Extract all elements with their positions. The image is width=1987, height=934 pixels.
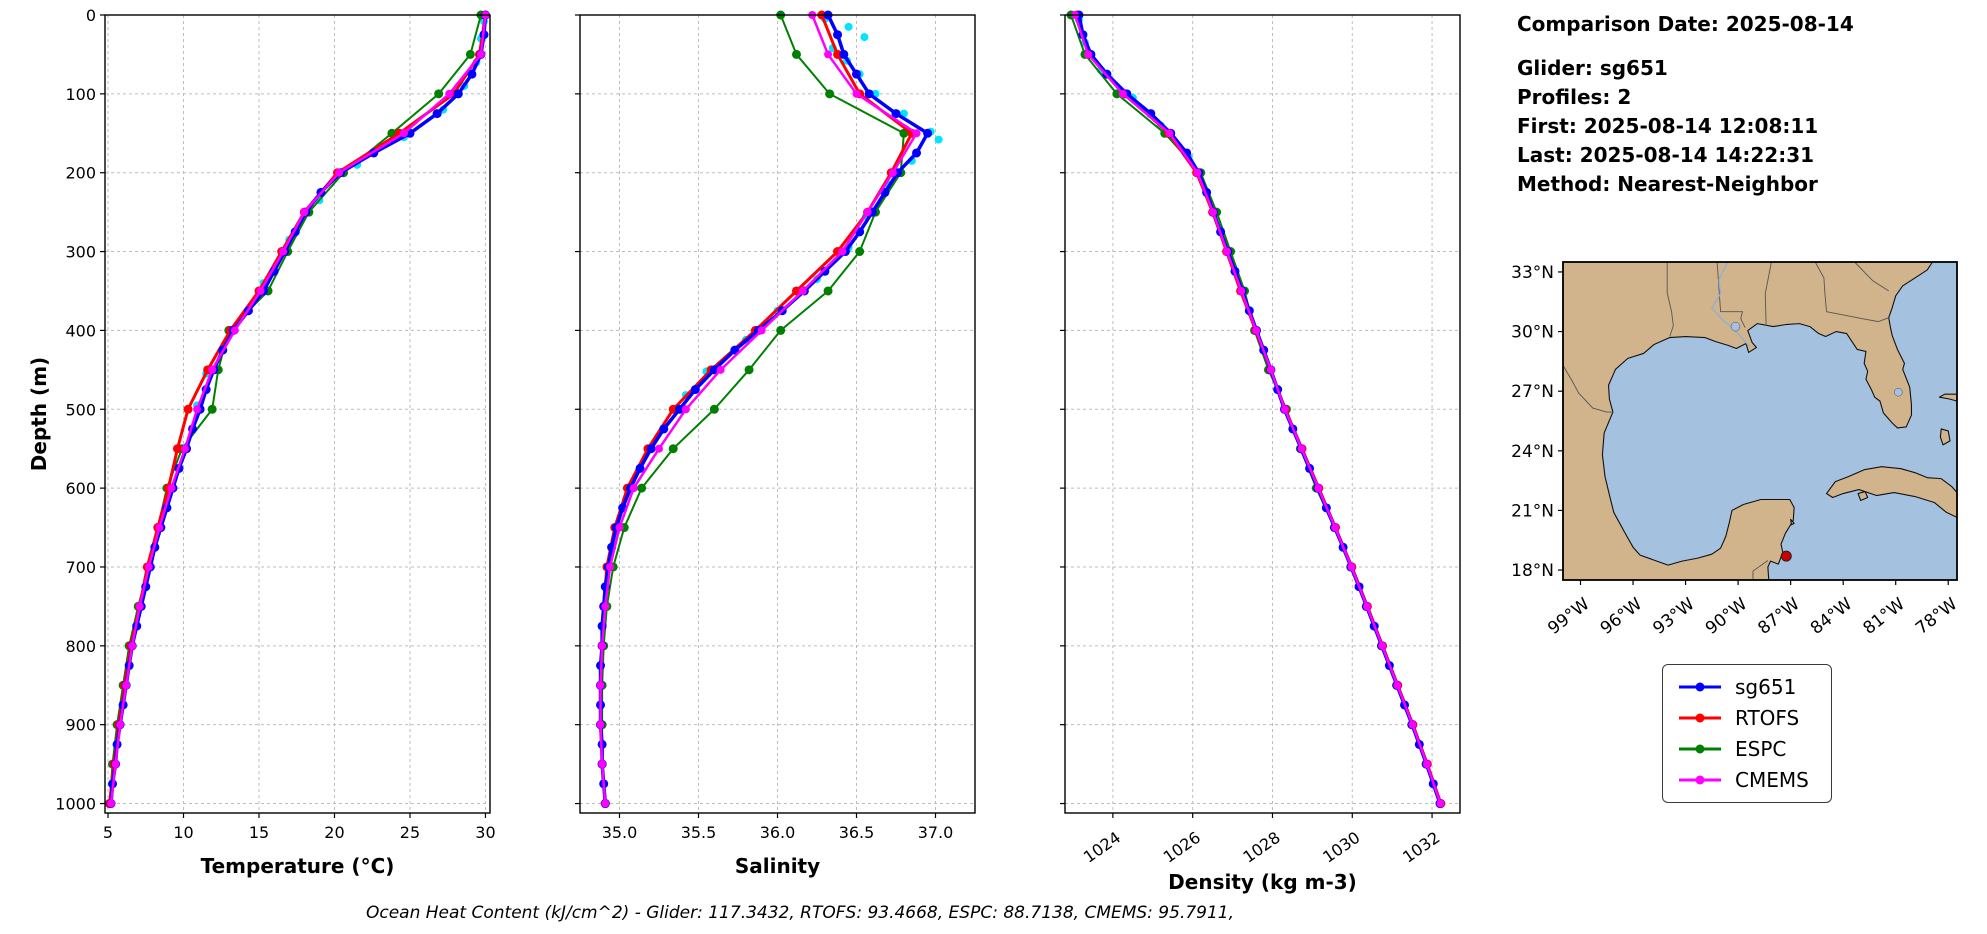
y-axis-label: Depth (m) — [27, 357, 51, 471]
svg-text:27°N: 27°N — [1511, 382, 1554, 402]
svg-text:700: 700 — [65, 558, 96, 577]
svg-text:900: 900 — [65, 716, 96, 735]
series-ESPC — [1066, 10, 1445, 809]
svg-text:800: 800 — [65, 637, 96, 656]
series-ESPC — [597, 10, 909, 809]
comparison-info-panel: Comparison Date: 2025-08-14 Glider: sg65… — [1517, 10, 1854, 199]
x-axis-label: Salinity — [735, 854, 820, 878]
svg-text:200: 200 — [65, 164, 96, 183]
svg-text:99°W: 99°W — [1544, 594, 1593, 639]
comparison-date-text: Comparison Date: 2025-08-14 — [1517, 12, 1854, 36]
legend-entry-CMEMS: CMEMS — [1677, 768, 1809, 792]
svg-text:18°N: 18°N — [1511, 561, 1554, 581]
map-border — [1562, 261, 1958, 581]
svg-text:600: 600 — [65, 479, 96, 498]
x-axis-label: Temperature (°C) — [201, 854, 395, 878]
svg-text:21°N: 21°N — [1511, 501, 1554, 521]
method-text: Method: Nearest-Neighbor — [1517, 172, 1818, 196]
svg-text:36.0: 36.0 — [760, 823, 796, 842]
legend-label: RTOFS — [1735, 706, 1800, 730]
svg-text:1000: 1000 — [55, 795, 96, 814]
svg-text:78°W: 78°W — [1912, 594, 1961, 639]
x-axis: 35.0 35.5 36.0 36.5 37.0 — [602, 813, 954, 842]
last-profile-time-text: Last: 2025-08-14 14:22:31 — [1517, 143, 1815, 167]
legend-entry-sg651: sg651 — [1677, 675, 1809, 699]
legend-swatch — [1679, 744, 1721, 754]
svg-text:1028: 1028 — [1240, 828, 1284, 867]
svg-text:93°W: 93°W — [1649, 594, 1698, 639]
svg-text:35.0: 35.0 — [602, 823, 638, 842]
state-country-borders — [1562, 261, 1889, 580]
svg-text:0: 0 — [86, 6, 96, 25]
glider-location-marker — [1780, 550, 1792, 562]
svg-text:500: 500 — [65, 400, 96, 419]
series-CMEMS — [596, 11, 921, 808]
svg-text:100: 100 — [65, 85, 96, 104]
legend: sg651 RTOFS ESPC CMEMS — [1662, 664, 1832, 803]
legend-label: CMEMS — [1735, 768, 1809, 792]
gridlines — [580, 14, 975, 813]
svg-text:300: 300 — [65, 243, 96, 262]
svg-text:30°N: 30°N — [1511, 323, 1554, 343]
svg-text:1032: 1032 — [1399, 828, 1443, 867]
legend-swatch — [1679, 775, 1721, 785]
density-profile-chart: 1024 1026 1028 1030 1032 Density (kg m-3) — [1060, 10, 1461, 894]
svg-text:30: 30 — [475, 823, 495, 842]
svg-text:36.5: 36.5 — [839, 823, 875, 842]
x-axis: 5 10 15 20 25 30 — [103, 813, 496, 842]
x-axis-label: Density (kg m-3) — [1168, 870, 1357, 894]
gridlines — [105, 14, 490, 813]
svg-text:96°W: 96°W — [1597, 594, 1646, 639]
salinity-profile-chart: 35.0 35.5 36.0 36.5 37.0 Salinity — [575, 10, 976, 878]
legend-swatch — [1679, 713, 1721, 723]
first-profile-time-text: First: 2025-08-14 12:08:11 — [1517, 114, 1819, 138]
series-ESPC — [105, 10, 486, 809]
sg651-line — [598, 13, 930, 806]
latitude-axis: 18°N 21°N 24°N 27°N 30°N 33°N — [1511, 263, 1563, 581]
svg-text:33°N: 33°N — [1511, 263, 1554, 283]
svg-text:20: 20 — [324, 823, 344, 842]
profiles-count-text: Profiles: 2 — [1517, 85, 1632, 109]
gulf-of-mexico-map: 99°W 96°W 93°W 90°W 87°W 84°W 81°W 78°W18°N21°N… — [1511, 261, 1961, 639]
svg-text:35.5: 35.5 — [681, 823, 717, 842]
temperature-profile-chart: 5 10 15 20 25 3001002003004005006007008009001… — [27, 6, 496, 878]
legend-swatch — [1679, 682, 1721, 692]
legend-label: sg651 — [1735, 675, 1797, 699]
svg-text:1030: 1030 — [1319, 828, 1363, 867]
ocean-heat-content-caption: Ocean Heat Content (kJ/cm^2) - Glider: 1… — [365, 903, 1235, 923]
y-axis — [1060, 14, 1065, 805]
svg-text:25: 25 — [400, 823, 420, 842]
longitude-axis: 99°W 96°W 93°W 90°W 87°W 84°W 81°W 78°W — [1544, 580, 1961, 639]
glider-raw-scatter — [193, 17, 488, 410]
svg-text:15: 15 — [249, 823, 269, 842]
svg-text:400: 400 — [65, 321, 96, 340]
svg-text:87°W: 87°W — [1754, 594, 1803, 639]
x-axis: 1024 1026 1028 1030 1032 — [1080, 813, 1443, 867]
plot-border — [104, 14, 491, 814]
svg-text:37.0: 37.0 — [918, 823, 954, 842]
rivers — [1711, 261, 1903, 397]
svg-text:84°W: 84°W — [1807, 594, 1856, 639]
spacer — [1517, 39, 1854, 54]
svg-text:81°W: 81°W — [1859, 594, 1908, 639]
svg-text:90°W: 90°W — [1702, 594, 1751, 639]
y-axis: 0 100 200 300 400 500 600 700 800 900 1000 — [55, 6, 105, 814]
plot-border — [1064, 14, 1461, 814]
series-CMEMS — [107, 11, 490, 808]
gridlines — [1065, 14, 1460, 813]
legend-entry-ESPC: ESPC — [1677, 737, 1809, 761]
svg-text:5: 5 — [103, 823, 113, 842]
svg-text:1024: 1024 — [1080, 828, 1124, 867]
svg-text:10: 10 — [173, 823, 193, 842]
land — [1562, 261, 1958, 581]
svg-text:24°N: 24°N — [1511, 442, 1554, 462]
legend-entry-RTOFS: RTOFS — [1677, 706, 1809, 730]
glider-name-text: Glider: sg651 — [1517, 56, 1668, 80]
svg-text:1026: 1026 — [1160, 828, 1204, 867]
series-CMEMS — [1070, 11, 1445, 808]
legend-label: ESPC — [1735, 737, 1787, 761]
y-axis — [575, 14, 580, 805]
